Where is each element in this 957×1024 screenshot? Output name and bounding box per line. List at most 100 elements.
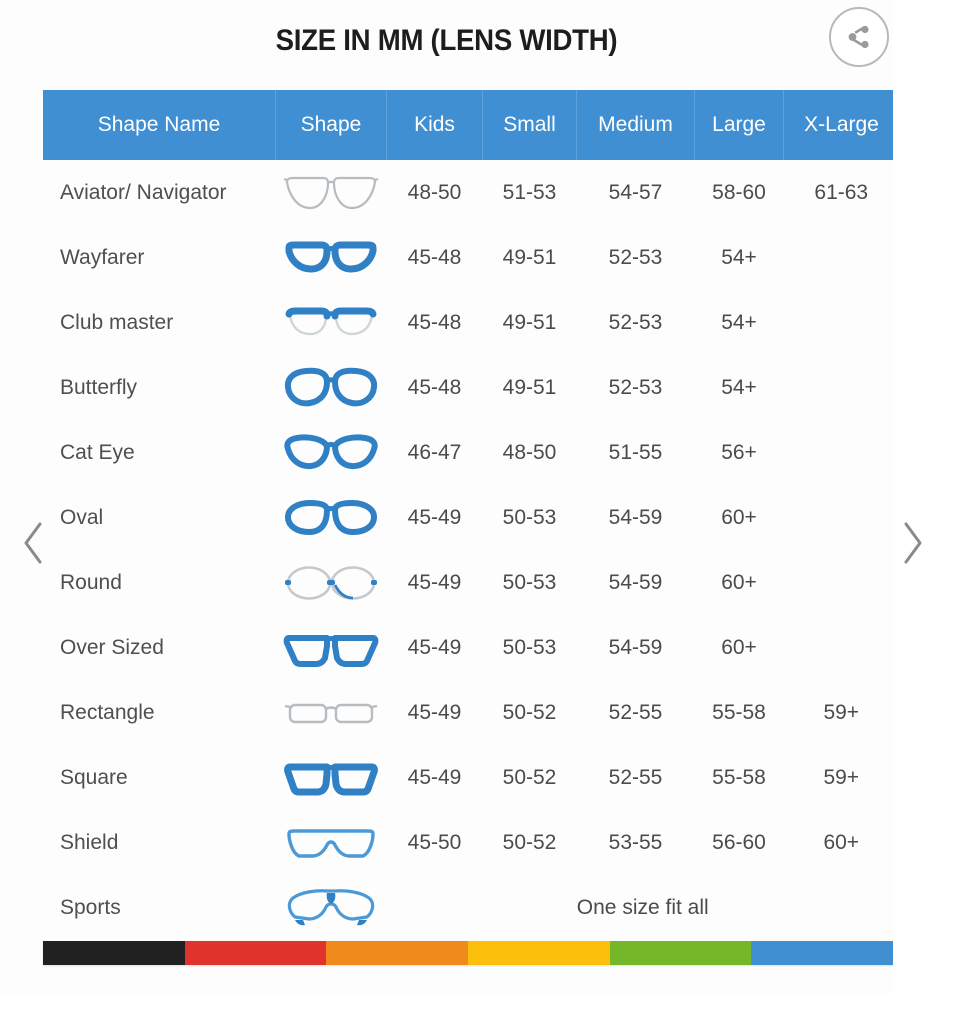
cell-kids: 45-49 (386, 550, 483, 615)
cell-shape-icon (275, 420, 387, 485)
clubmaster-glasses-icon (276, 293, 387, 353)
column-header-shape[interactable]: Shape (275, 90, 387, 160)
table-row[interactable]: Club master (43, 290, 893, 355)
cell-shape-name: Butterfly (43, 355, 276, 420)
column-header-kids[interactable]: Kids (386, 90, 483, 160)
color-segment-orange (326, 941, 469, 965)
round-glasses-icon (276, 553, 387, 613)
cell-shape-icon (275, 290, 387, 355)
cell-large: 55-58 (694, 680, 784, 745)
cell-shape-name: Over Sized (43, 615, 276, 680)
column-header-small[interactable]: Small (482, 90, 577, 160)
cell-shape-icon (275, 550, 387, 615)
cell-shape-name: Club master (43, 290, 276, 355)
cell-kids: 45-48 (386, 355, 483, 420)
color-segment-green (609, 941, 752, 965)
column-header-shape-name[interactable]: Shape Name (43, 90, 276, 160)
cell-shape-icon (275, 680, 387, 745)
size-chart-table: Shape Name Shape Kids Small Medium Large… (43, 90, 893, 940)
cell-kids: 45-49 (386, 745, 483, 810)
share-button[interactable] (829, 7, 889, 67)
cell-shape-name: Round (43, 550, 276, 615)
cell-medium: 54-57 (576, 160, 695, 225)
table-row[interactable]: Aviator/ Navigator (43, 160, 893, 225)
cell-shape-name: Square (43, 745, 276, 810)
cell-medium: 54-59 (576, 615, 695, 680)
table-row[interactable]: Square 45-49 (43, 745, 893, 810)
cell-small: 49-51 (482, 355, 577, 420)
cell-large: 60+ (694, 550, 784, 615)
cell-shape-name: Wayfarer (43, 225, 276, 290)
cell-shape-icon (275, 160, 387, 225)
color-segment-red (184, 941, 327, 965)
size-chart-card: SIZE IN MM (LENS WIDTH) Shape Name (43, 7, 893, 965)
cell-large: 54+ (694, 355, 784, 420)
cell-xlarge (783, 290, 893, 355)
oversized-glasses-icon (276, 618, 387, 678)
carousel-prev-button[interactable] (8, 518, 58, 568)
table-row[interactable]: Shield 45-50 50-52 53-55 56-60 60+ (43, 810, 893, 875)
cell-xlarge (783, 615, 893, 680)
cell-medium: 52-53 (576, 355, 695, 420)
cell-small: 49-51 (482, 225, 577, 290)
cell-small: 50-52 (482, 810, 577, 875)
cell-large: 58-60 (694, 160, 784, 225)
cell-shape-name: Rectangle (43, 680, 276, 745)
column-header-large[interactable]: Large (694, 90, 784, 160)
column-header-medium[interactable]: Medium (576, 90, 695, 160)
cell-shape-name: Shield (43, 810, 276, 875)
table-header: Shape Name Shape Kids Small Medium Large… (43, 90, 893, 160)
cell-small: 50-53 (482, 485, 577, 550)
table-row[interactable]: Sports One size fit all (43, 875, 893, 940)
cell-shape-name: Oval (43, 485, 276, 550)
cell-small: 50-52 (482, 745, 577, 810)
table-row[interactable]: Oval 45-49 50 (43, 485, 893, 550)
cell-kids: 48-50 (386, 160, 483, 225)
table-row[interactable]: Round (43, 550, 893, 615)
chevron-left-icon (20, 520, 46, 566)
cell-shape-name: Aviator/ Navigator (43, 160, 276, 225)
cell-kids: 45-50 (386, 810, 483, 875)
butterfly-glasses-icon (276, 358, 387, 418)
table-row[interactable]: Cat Eye 46-47 (43, 420, 893, 485)
table-row[interactable]: Butterfly 45-48 (43, 355, 893, 420)
cell-shape-icon (275, 615, 387, 680)
cell-medium: 52-53 (576, 225, 695, 290)
color-segment-blue (751, 941, 893, 965)
cell-large: 56-60 (694, 810, 784, 875)
cell-xlarge: 59+ (783, 745, 893, 810)
cateye-glasses-icon (276, 423, 387, 483)
cell-kids: 45-49 (386, 485, 483, 550)
cell-xlarge: 59+ (783, 680, 893, 745)
color-segment-black (43, 941, 185, 965)
column-header-xlarge[interactable]: X-Large (783, 90, 893, 160)
cell-one-size-fit-all: One size fit all (386, 875, 893, 940)
table-row[interactable]: Rectangle (43, 680, 893, 745)
cell-medium: 54-59 (576, 550, 695, 615)
cell-shape-icon (275, 485, 387, 550)
cell-xlarge (783, 420, 893, 485)
cell-shape-icon (275, 225, 387, 290)
sports-glasses-icon (276, 878, 387, 938)
cell-xlarge (783, 550, 893, 615)
cell-kids: 45-48 (386, 290, 483, 355)
cell-medium: 52-53 (576, 290, 695, 355)
cell-xlarge (783, 485, 893, 550)
cell-medium: 54-59 (576, 485, 695, 550)
cell-large: 56+ (694, 420, 784, 485)
table-row[interactable]: Over Sized 45-49 (43, 615, 893, 680)
cell-kids: 45-49 (386, 615, 483, 680)
carousel-next-button[interactable] (888, 518, 938, 568)
table-row[interactable]: Wayfarer 45-48 (43, 225, 893, 290)
cell-kids: 45-49 (386, 680, 483, 745)
square-glasses-icon (276, 748, 387, 808)
cell-small: 49-51 (482, 290, 577, 355)
rectangle-glasses-icon (276, 683, 387, 743)
cell-shape-icon (275, 875, 387, 940)
cell-xlarge: 61-63 (783, 160, 893, 225)
wayfarer-glasses-icon (276, 228, 387, 288)
share-icon (846, 24, 872, 50)
cell-shape-icon (275, 810, 387, 875)
cell-medium: 52-55 (576, 745, 695, 810)
